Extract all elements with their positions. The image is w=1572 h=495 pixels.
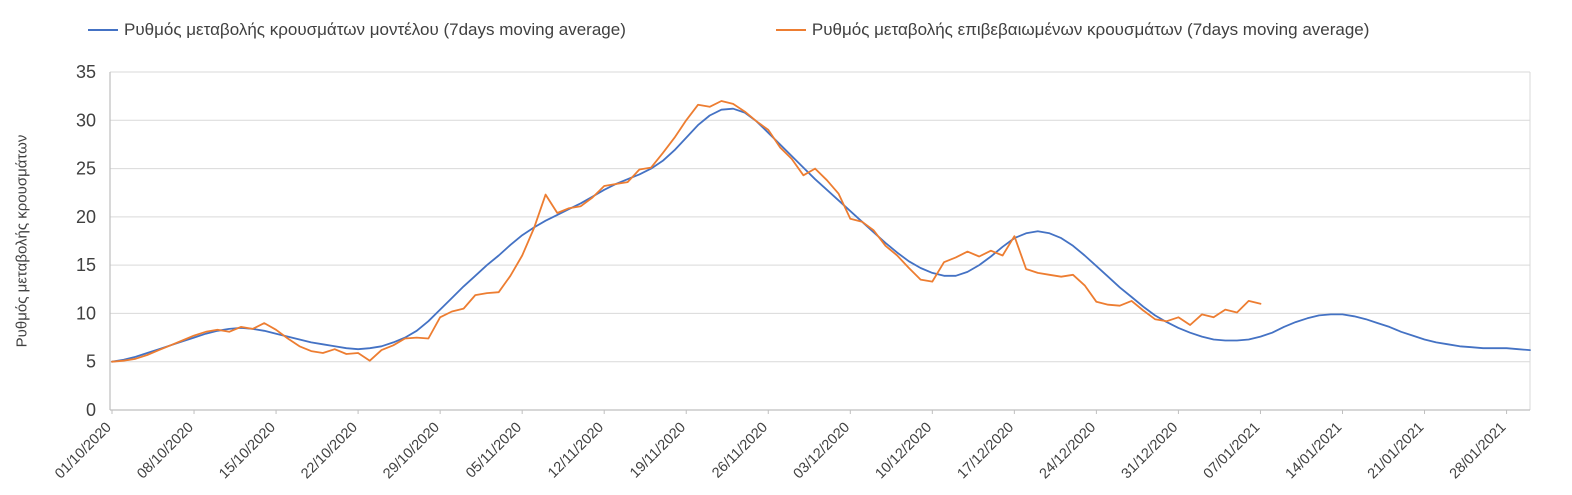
x-tick-label: 15/10/2020 xyxy=(216,420,279,483)
legend-item-model: Ρυθμός μεταβολής κρουσμάτων μοντέλου (7d… xyxy=(88,20,626,40)
x-tick-label: 21/01/2021 xyxy=(1365,420,1428,483)
x-tick-label: 14/01/2021 xyxy=(1283,420,1346,483)
x-tick-label: 03/12/2020 xyxy=(790,420,853,483)
legend-line-confirmed-icon xyxy=(775,29,806,31)
x-tick-label: 07/01/2021 xyxy=(1201,420,1264,483)
legend-line-model-icon xyxy=(88,29,118,31)
y-tick-label-35: 35 xyxy=(76,62,96,82)
y-tick-label-0: 0 xyxy=(86,400,96,420)
y-axis-title: Ρυθμός μεταβολής κρουσμάτων xyxy=(13,134,31,348)
x-tick-label: 05/11/2020 xyxy=(463,420,525,482)
x-tick-label: 12/11/2020 xyxy=(545,420,607,482)
legend-label-confirmed: Ρυθμός μεταβολής επιβεβαιωμένων κρουσμάτ… xyxy=(811,20,1370,39)
y-tick-label-15: 15 xyxy=(76,255,96,275)
y-tick-label-25: 25 xyxy=(76,159,96,179)
series-line-0 xyxy=(111,107,1531,363)
legend-item-confirmed: Ρυθμός μεταβολής επιβεβαιωμένων κρουσμάτ… xyxy=(775,20,1370,40)
x-tick-label: 10/12/2020 xyxy=(873,420,936,483)
x-tick-label: 22/10/2020 xyxy=(298,420,361,483)
x-tick-label: 01/10/2020 xyxy=(52,420,115,483)
legend-label-model: Ρυθμός μεταβολής κρουσμάτων μοντέλου (7d… xyxy=(124,20,626,39)
y-tick-label-20: 20 xyxy=(76,207,96,227)
x-tick-label: 17/12/2020 xyxy=(955,420,1018,483)
series-line-1 xyxy=(111,100,1262,363)
x-tick-label: 28/01/2021 xyxy=(1447,420,1510,483)
y-tick-label-30: 30 xyxy=(76,110,96,130)
x-tick-label: 26/11/2020 xyxy=(709,420,771,482)
x-tick-label: 19/11/2020 xyxy=(627,420,689,482)
chart-legend: Ρυθμός μεταβολής κρουσμάτων μοντέλου (7d… xyxy=(88,20,1369,40)
x-tick-label: 29/10/2020 xyxy=(380,420,443,483)
x-tick-label: 08/10/2020 xyxy=(134,420,197,483)
y-tick-label-5: 5 xyxy=(86,352,96,372)
x-tick-label: 31/12/2020 xyxy=(1119,420,1182,483)
x-tick-label: 24/12/2020 xyxy=(1037,420,1100,483)
y-tick-label-10: 10 xyxy=(76,303,96,323)
